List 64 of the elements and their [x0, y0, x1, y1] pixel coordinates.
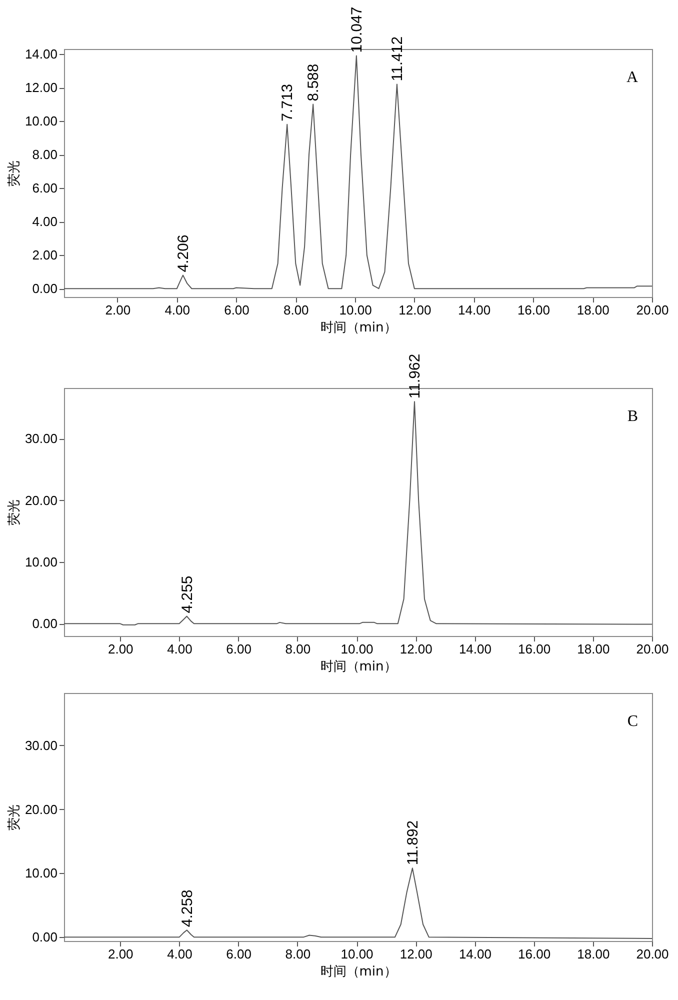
y-tick-label: 2.00 [32, 248, 58, 263]
x-tick-label: 18.00 [576, 302, 610, 318]
x-tick-label: 4.00 [167, 642, 192, 656]
x-tick-label: 10.00 [339, 302, 372, 318]
annotation: 4.206 [174, 234, 192, 272]
x-tick-label: 16.00 [518, 946, 551, 962]
x-tick-label: 2.00 [108, 642, 134, 656]
y-tick-label: 30.00 [24, 738, 58, 753]
y-tick-label: 8.00 [32, 147, 58, 162]
y-tick-label: 30.00 [24, 431, 58, 446]
x-tick-label: 12.00 [398, 302, 432, 318]
x-tick-label: 8.00 [283, 302, 309, 318]
y-tick-label: 12.00 [24, 80, 58, 96]
x-tick-label: 18.00 [577, 946, 610, 962]
y-tick-label: 6.00 [32, 180, 58, 196]
annotation: 10.047 [348, 6, 366, 53]
annotation: 7.713 [279, 84, 296, 122]
y-tick-label: 4.00 [32, 214, 58, 230]
annotation: B [627, 408, 638, 425]
y-axis-title: 荧光 [6, 804, 22, 830]
x-tick-label: 14.00 [458, 302, 491, 318]
x-tick-label: 4.00 [164, 302, 190, 318]
x-tick-label: 2.00 [108, 946, 134, 962]
annotation: 11.892 [404, 820, 422, 866]
y-tick-label: 0.00 [32, 281, 58, 296]
y-tick-label: 14.00 [24, 46, 58, 62]
y-tick-label: 20.00 [24, 802, 58, 817]
x-tick-label: 20.00 [636, 946, 669, 962]
annotation: 4.258 [178, 890, 196, 928]
x-tick-label: 6.00 [226, 946, 252, 962]
x-tick-label: 6.00 [224, 302, 250, 318]
y-tick-label: 0.00 [32, 930, 58, 945]
x-axis-title: 时间（min） [320, 964, 397, 980]
y-tick-label: 10.00 [24, 114, 58, 129]
x-tick-label: 20.00 [636, 642, 669, 656]
x-tick-label: 14.00 [458, 642, 492, 656]
x-tick-label: 12.00 [400, 946, 432, 962]
x-tick-label: 12.00 [400, 642, 432, 656]
x-tick-label: 20.00 [636, 302, 669, 318]
annotation: 8.588 [305, 64, 322, 102]
x-tick-label: 14.00 [458, 946, 492, 962]
x-tick-label: 2.00 [105, 302, 131, 318]
x-tick-label: 10.00 [340, 642, 374, 656]
annotation: A [626, 69, 638, 86]
annotation: 11.412 [388, 36, 406, 82]
y-tick-label: 10.00 [24, 866, 58, 881]
annotation: C [627, 713, 638, 730]
annotation: 11.962 [406, 354, 424, 399]
x-tick-label: 10.00 [340, 946, 374, 962]
x-axis-title: 时间（min） [320, 320, 397, 336]
y-axis-title: 荧光 [6, 160, 22, 186]
x-axis-title: 时间（min） [320, 660, 397, 674]
x-tick-label: 8.00 [285, 642, 311, 656]
x-tick-label: 4.00 [167, 946, 192, 962]
annotation: 4.255 [178, 576, 196, 614]
y-tick-label: 10.00 [24, 554, 58, 570]
y-tick-label: 0.00 [32, 616, 58, 632]
x-tick-label: 6.00 [226, 642, 252, 656]
x-tick-label: 16.00 [517, 302, 550, 318]
y-axis-title: 荧光 [6, 500, 22, 526]
x-tick-label: 18.00 [577, 642, 610, 656]
x-tick-label: 8.00 [285, 946, 311, 962]
y-tick-label: 20.00 [24, 492, 58, 508]
x-tick-label: 16.00 [518, 642, 551, 656]
